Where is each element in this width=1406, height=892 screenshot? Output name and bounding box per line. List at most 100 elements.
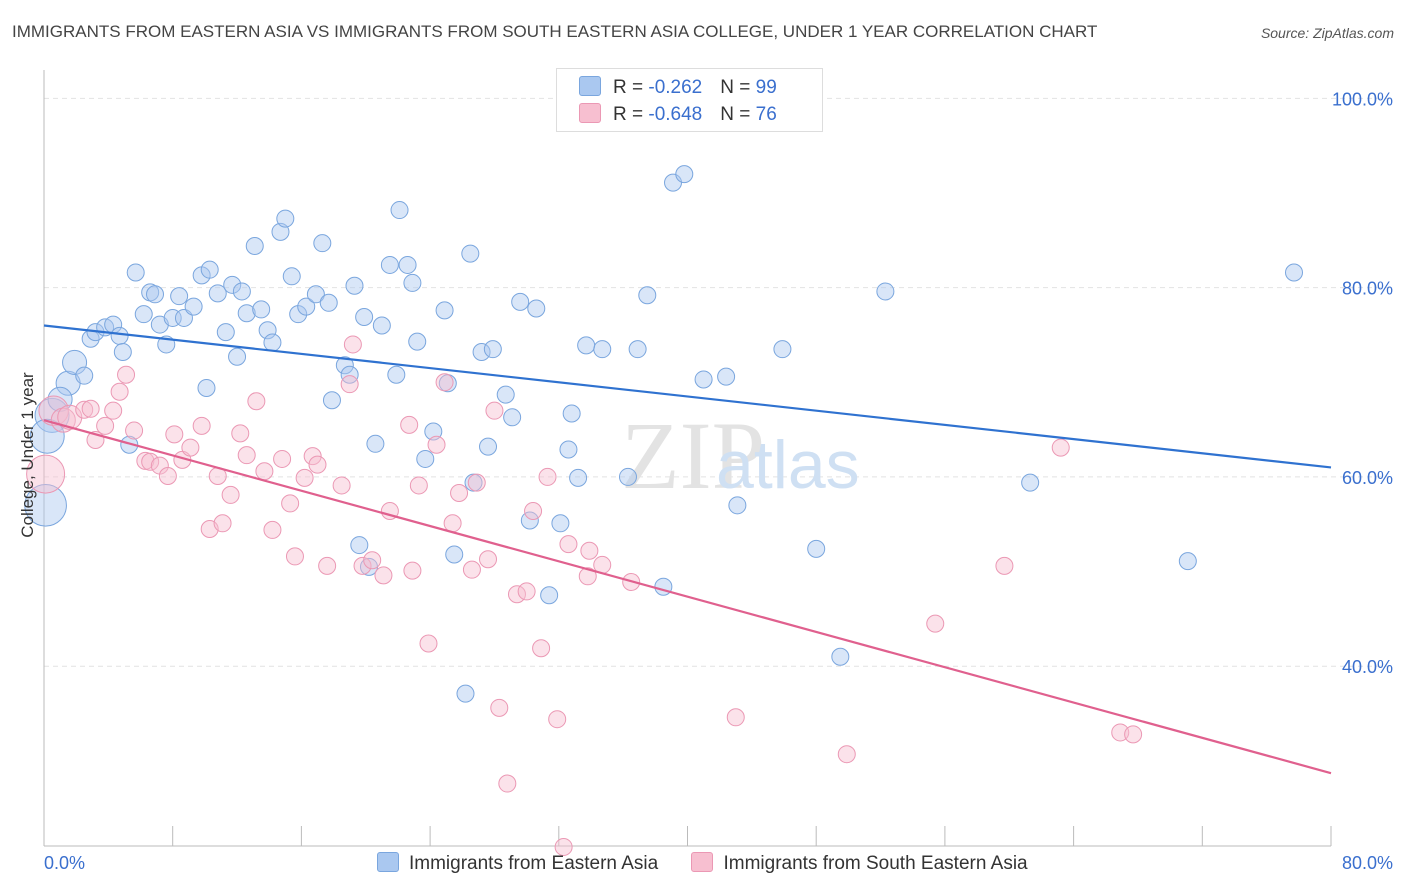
eastern-asia-trendline xyxy=(43,324,1332,469)
eastern-asia-point xyxy=(75,366,94,385)
south-eastern-asia-point xyxy=(363,551,382,570)
legend-row-south-eastern-asia: R = -0.648 N = 76 xyxy=(579,103,777,127)
legend-r-value: -0.648 xyxy=(648,104,703,125)
south-eastern-asia-point xyxy=(308,455,327,474)
source-credit: Source: ZipAtlas.com xyxy=(1260,25,1394,41)
south-eastern-asia-point xyxy=(462,560,481,579)
eastern-asia-point xyxy=(511,292,530,311)
eastern-asia-point xyxy=(390,201,409,220)
eastern-asia-point xyxy=(717,367,736,386)
south-eastern-asia-point xyxy=(517,582,536,601)
eastern-asia-point xyxy=(527,299,546,318)
legend-swatch-pink xyxy=(579,103,601,123)
eastern-asia-point xyxy=(271,222,290,241)
south-eastern-asia-point xyxy=(81,399,100,418)
legend-swatch-blue xyxy=(579,76,601,96)
south-eastern-asia-point xyxy=(295,468,314,487)
south-eastern-asia-point xyxy=(435,373,454,392)
south-eastern-asia-point xyxy=(926,614,945,633)
eastern-asia-point xyxy=(387,365,406,384)
series-swatch-blue xyxy=(377,852,399,872)
south-eastern-asia-point xyxy=(995,556,1014,575)
eastern-asia-point xyxy=(313,234,332,253)
series-swatch-pink xyxy=(691,852,714,872)
eastern-asia-point xyxy=(416,449,435,468)
south-eastern-asia-point xyxy=(467,473,486,492)
eastern-asia-point xyxy=(520,511,539,530)
south-eastern-asia-point xyxy=(548,710,567,729)
tick-labels: 40.0% 60.0% 80.0% 100.0% 0.0% 80.0% xyxy=(44,89,1393,873)
eastern-asia-point xyxy=(562,404,581,423)
eastern-asia-point xyxy=(424,422,443,441)
south-eastern-asia-point xyxy=(538,467,557,486)
eastern-asia-point xyxy=(628,340,647,359)
south-eastern-asia-point xyxy=(343,335,362,354)
eastern-asia-point xyxy=(876,282,895,301)
south-eastern-asia-point xyxy=(479,550,498,569)
eastern-asia-point xyxy=(398,255,417,274)
south-eastern-asia-point xyxy=(285,547,304,566)
eastern-asia-point xyxy=(237,304,256,323)
south-eastern-asia-point xyxy=(450,484,469,503)
y-tick-label: 80.0% xyxy=(1342,279,1393,299)
eastern-asia-point xyxy=(675,165,694,184)
south-eastern-asia-point xyxy=(110,382,129,401)
eastern-asia-point xyxy=(807,539,826,558)
eastern-asia-point xyxy=(197,378,216,397)
south-eastern-asia-point xyxy=(332,476,351,495)
eastern-asia-point xyxy=(472,343,491,362)
south-eastern-asia-point xyxy=(104,401,123,420)
eastern-asia-point xyxy=(372,316,391,335)
eastern-asia-point xyxy=(435,301,454,320)
eastern-asia-point xyxy=(593,340,612,359)
series-legend-south-eastern-asia: Immigrants from South Eastern Asia xyxy=(691,852,1028,875)
south-eastern-asia-point xyxy=(837,745,856,764)
south-eastern-asia-point xyxy=(409,476,428,495)
y-tick-label: 100.0% xyxy=(1332,89,1393,109)
eastern-asia-point xyxy=(1178,552,1197,571)
south-eastern-asia-point xyxy=(303,447,322,466)
eastern-asia-point xyxy=(551,514,570,533)
axes xyxy=(43,70,1332,847)
eastern-asia-point xyxy=(184,297,203,316)
eastern-asia-point xyxy=(322,391,341,410)
eastern-asia-point xyxy=(200,260,219,279)
eastern-asia-point xyxy=(559,440,578,459)
eastern-asia-point xyxy=(1284,263,1303,282)
south-eastern-asia-point xyxy=(427,435,446,454)
eastern-asia-point xyxy=(403,273,422,292)
eastern-asia-point xyxy=(223,275,242,294)
south-eastern-asia-point xyxy=(580,541,599,560)
south-eastern-asia-point xyxy=(498,774,517,793)
south-eastern-asia-point xyxy=(158,466,177,485)
south-eastern-asia-point xyxy=(96,416,115,435)
eastern-asia-point xyxy=(110,326,129,345)
trend-lines xyxy=(43,324,1332,775)
grid-lines xyxy=(44,97,1393,667)
south-eastern-asia-point xyxy=(419,634,438,653)
eastern-asia-point xyxy=(340,365,359,384)
eastern-asia-point xyxy=(638,286,657,305)
south-eastern-asia-point xyxy=(255,462,274,481)
south-eastern-asia-point xyxy=(559,535,578,554)
south-eastern-asia-point xyxy=(318,556,337,575)
south-eastern-asia-point xyxy=(165,425,184,444)
eastern-asia-point xyxy=(496,385,515,404)
eastern-asia-point xyxy=(228,347,247,366)
eastern-asia-point xyxy=(503,408,522,427)
south-eastern-asia-point xyxy=(524,501,543,520)
eastern-asia-point xyxy=(366,434,385,453)
eastern-asia-point xyxy=(146,285,165,304)
south-eastern-asia-point xyxy=(192,416,211,435)
south-eastern-asia-point xyxy=(213,514,232,533)
eastern-asia-point xyxy=(134,305,153,324)
south-eastern-asia-point xyxy=(221,485,240,504)
eastern-asia-point xyxy=(479,437,498,456)
legend-n-value: 99 xyxy=(755,77,777,98)
eastern-asia-point xyxy=(319,293,338,312)
eastern-asia-point xyxy=(24,483,67,527)
legend-n-label: N = xyxy=(720,104,756,125)
eastern-asia-point xyxy=(335,356,354,375)
eastern-asia-point xyxy=(569,468,588,487)
